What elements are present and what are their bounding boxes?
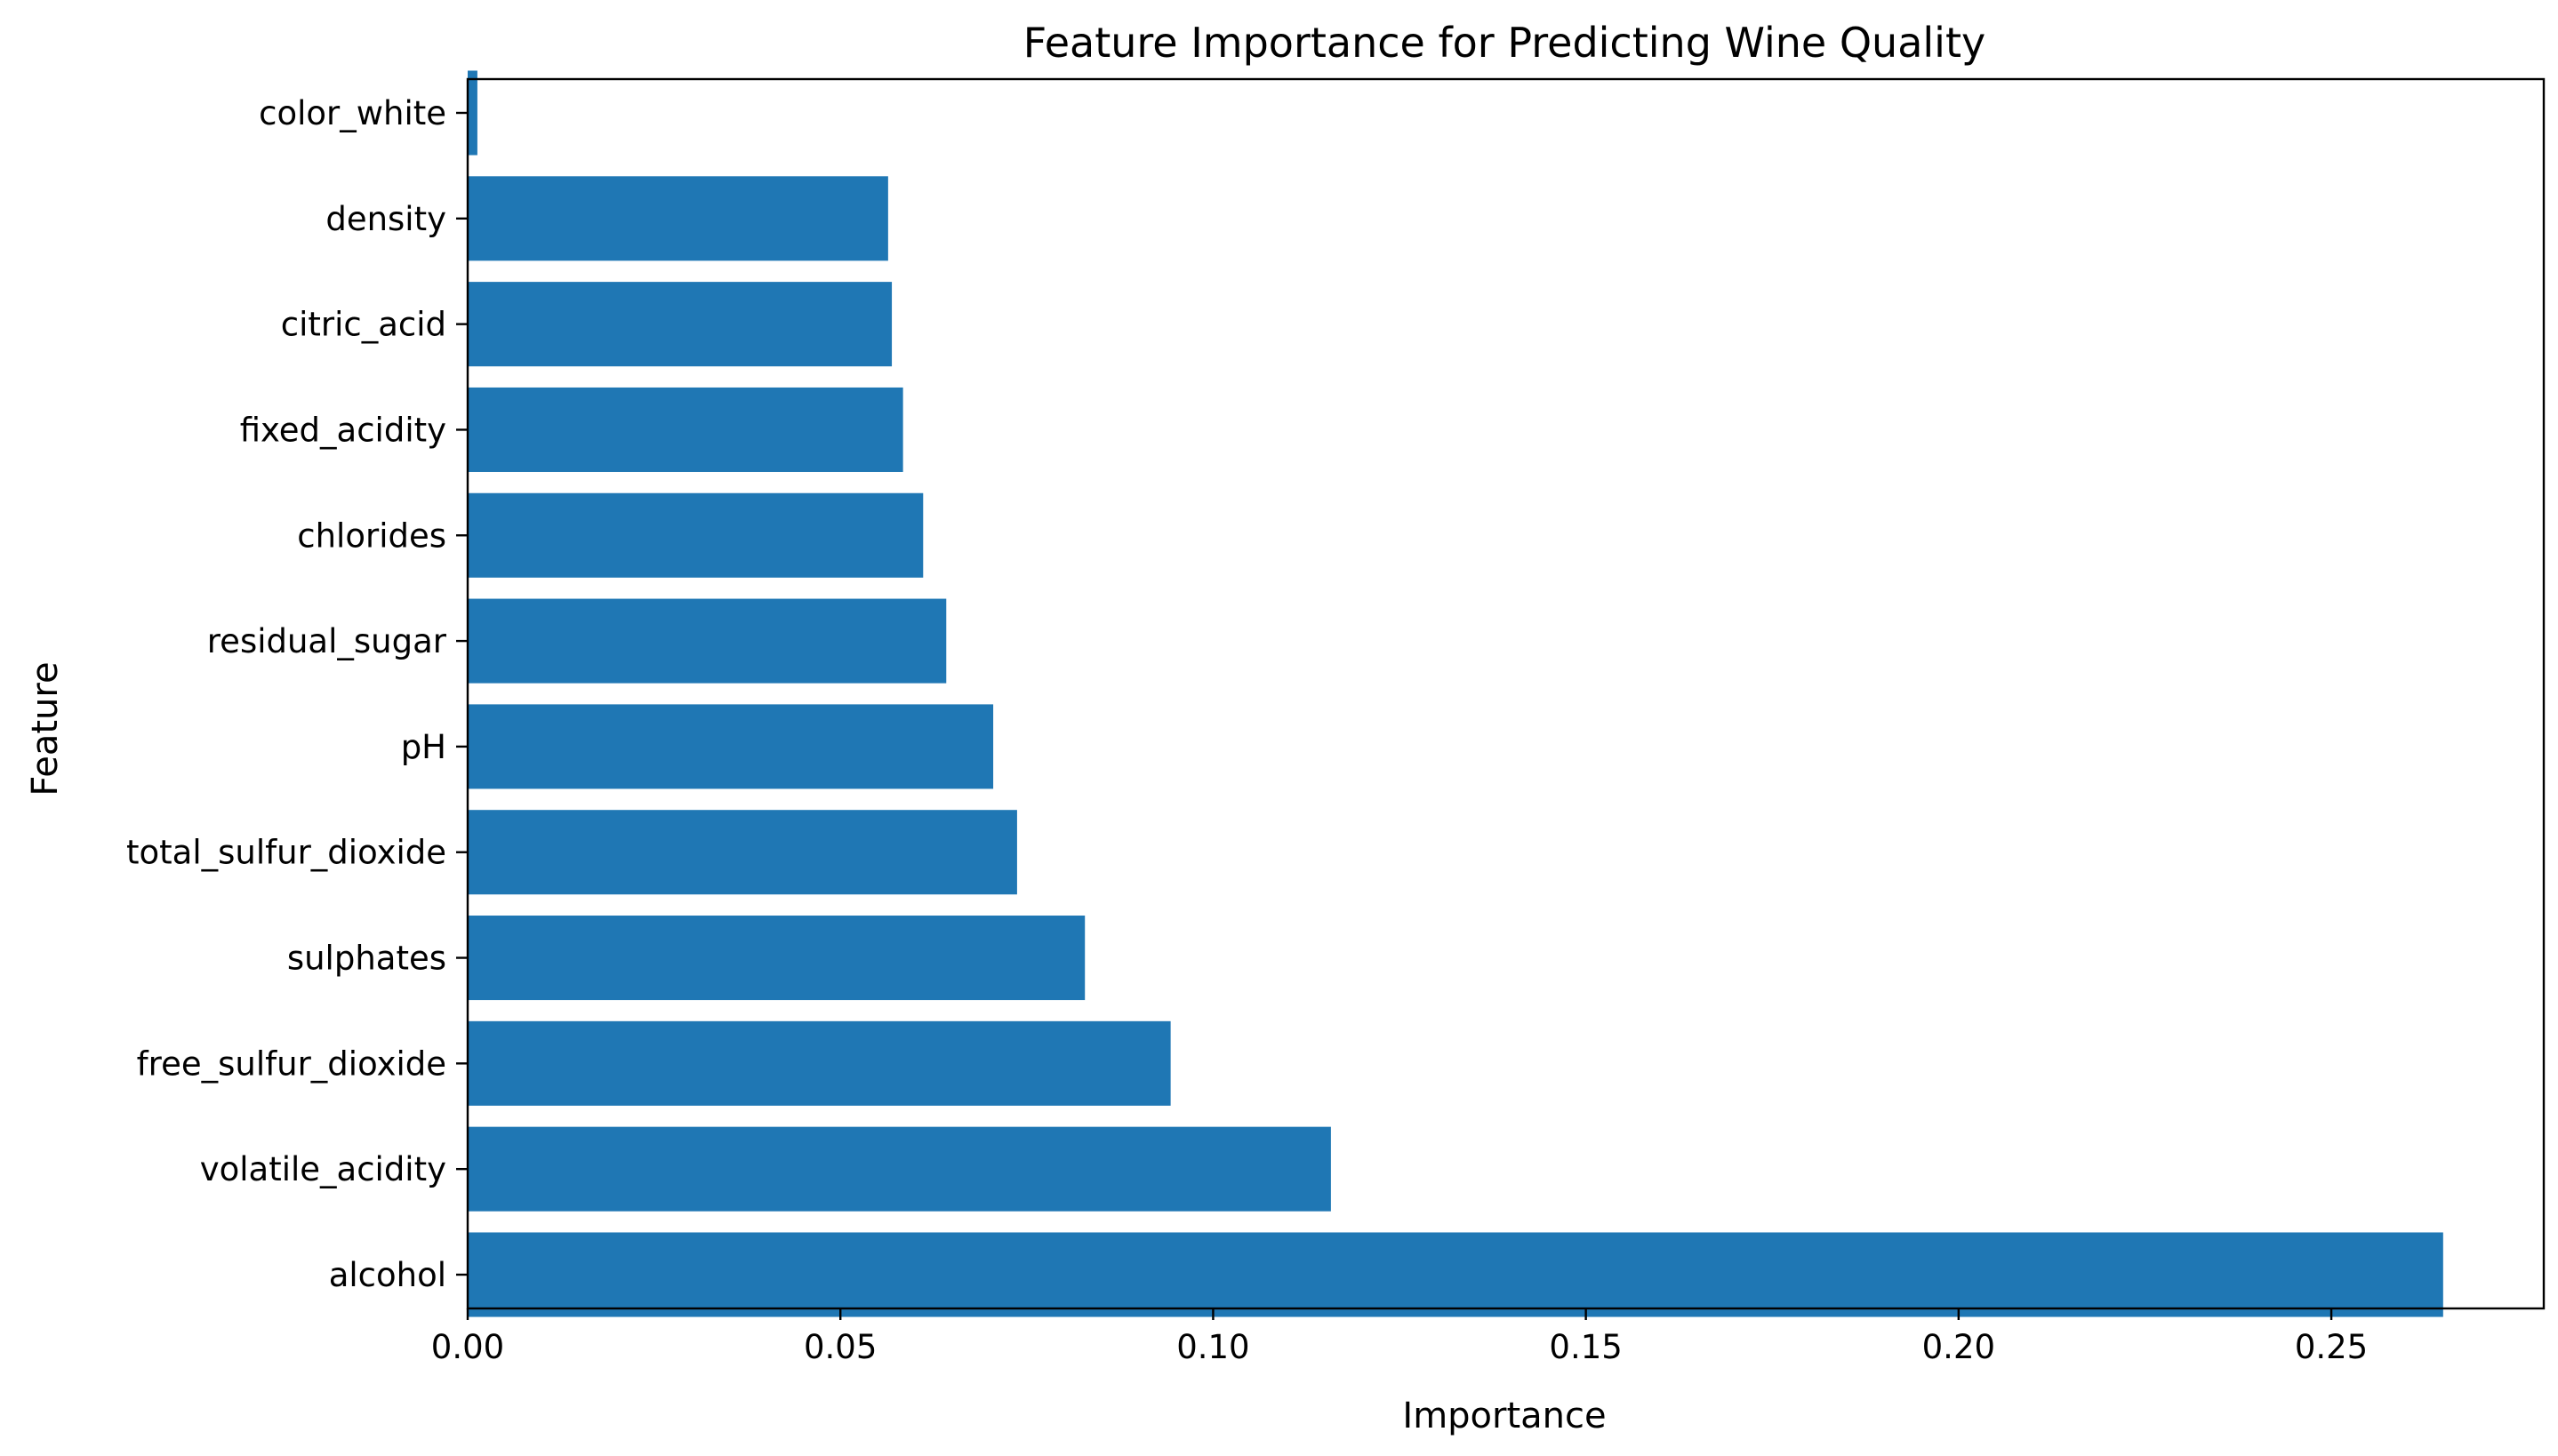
y-tick-label: volatile_acidity [200,1150,446,1188]
x-tick-label: 0.00 [431,1328,504,1366]
x-tick-label: 0.25 [2295,1328,2368,1366]
y-tick-label: alcohol [329,1256,446,1294]
bar-density [468,176,888,261]
bar-chlorides [468,492,924,578]
y-axis-ticks: alcohol volatile_acidity free_sulfur_dioxi… [126,94,468,1294]
chart-title: Feature Importance for Predicting Wine Q… [1023,19,1985,67]
x-tick-label: 0.05 [804,1328,877,1366]
y-tick-label: density [325,200,446,238]
bar-fixed-acidity [468,387,903,472]
y-axis-label: Feature [25,661,66,796]
y-tick-label: fixed_acidity [240,411,446,449]
y-tick-label: pH [401,728,446,766]
y-tick-label: total_sulfur_dioxide [126,834,446,872]
y-tick-label: citric_acid [281,306,446,344]
bar-volatile-acidity [468,1126,1331,1212]
bar-residual-sugar [468,598,947,684]
y-tick-label: color_white [259,94,446,132]
bar-total-sulfur-dioxide [468,810,1017,895]
y-tick-label: sulphates [287,940,446,978]
x-axis-label: Importance [1402,1396,1606,1436]
bar-color-white [468,70,477,156]
y-tick-label: residual_sugar [207,622,447,660]
bar-ph [468,704,994,789]
x-axis-ticks: 0.00 0.05 0.10 0.15 0.20 0.25 [431,1308,2368,1366]
x-tick-label: 0.10 [1176,1328,1249,1366]
bar-citric-acid [468,282,893,367]
x-tick-label: 0.15 [1549,1328,1622,1366]
y-tick-label: free_sulfur_dioxide [137,1044,446,1083]
bar-free-sulfur-dioxide [468,1020,1171,1106]
bars-group [468,70,2443,1317]
plot-frame [466,77,2546,1310]
bar-alcohol [468,1232,2443,1317]
x-tick-label: 0.20 [1922,1328,1995,1366]
y-tick-label: chlorides [297,516,446,555]
bar-sulphates [468,916,1086,1001]
